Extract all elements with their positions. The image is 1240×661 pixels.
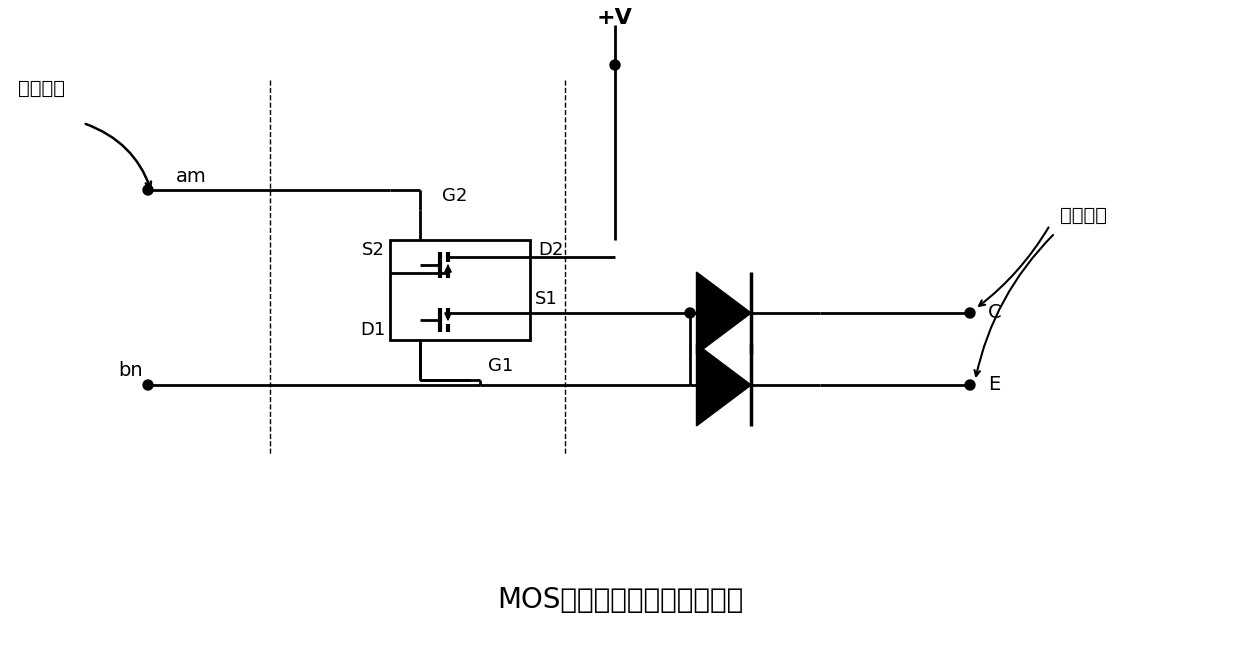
Text: G2: G2 bbox=[441, 187, 467, 205]
Text: G1: G1 bbox=[489, 357, 513, 375]
Text: S2: S2 bbox=[362, 241, 384, 259]
Polygon shape bbox=[697, 272, 751, 354]
Circle shape bbox=[965, 380, 975, 390]
Text: 分形输出: 分形输出 bbox=[1060, 206, 1107, 225]
Text: MOS有源位权型量化逻辑电路: MOS有源位权型量化逻辑电路 bbox=[497, 586, 743, 614]
Circle shape bbox=[143, 380, 153, 390]
Text: +V: +V bbox=[598, 8, 632, 28]
Text: bn: bn bbox=[118, 362, 143, 381]
Polygon shape bbox=[697, 344, 751, 426]
Text: C: C bbox=[988, 303, 1002, 323]
Text: S1: S1 bbox=[534, 290, 558, 308]
Text: am: am bbox=[176, 167, 207, 186]
Bar bbox=[391, 240, 529, 340]
Text: D2: D2 bbox=[538, 241, 563, 259]
Circle shape bbox=[610, 60, 620, 70]
Text: D1: D1 bbox=[360, 321, 384, 339]
Text: 权值输入: 权值输入 bbox=[19, 79, 64, 98]
Circle shape bbox=[684, 308, 694, 318]
Circle shape bbox=[143, 185, 153, 195]
Text: E: E bbox=[988, 375, 1001, 395]
Circle shape bbox=[965, 308, 975, 318]
